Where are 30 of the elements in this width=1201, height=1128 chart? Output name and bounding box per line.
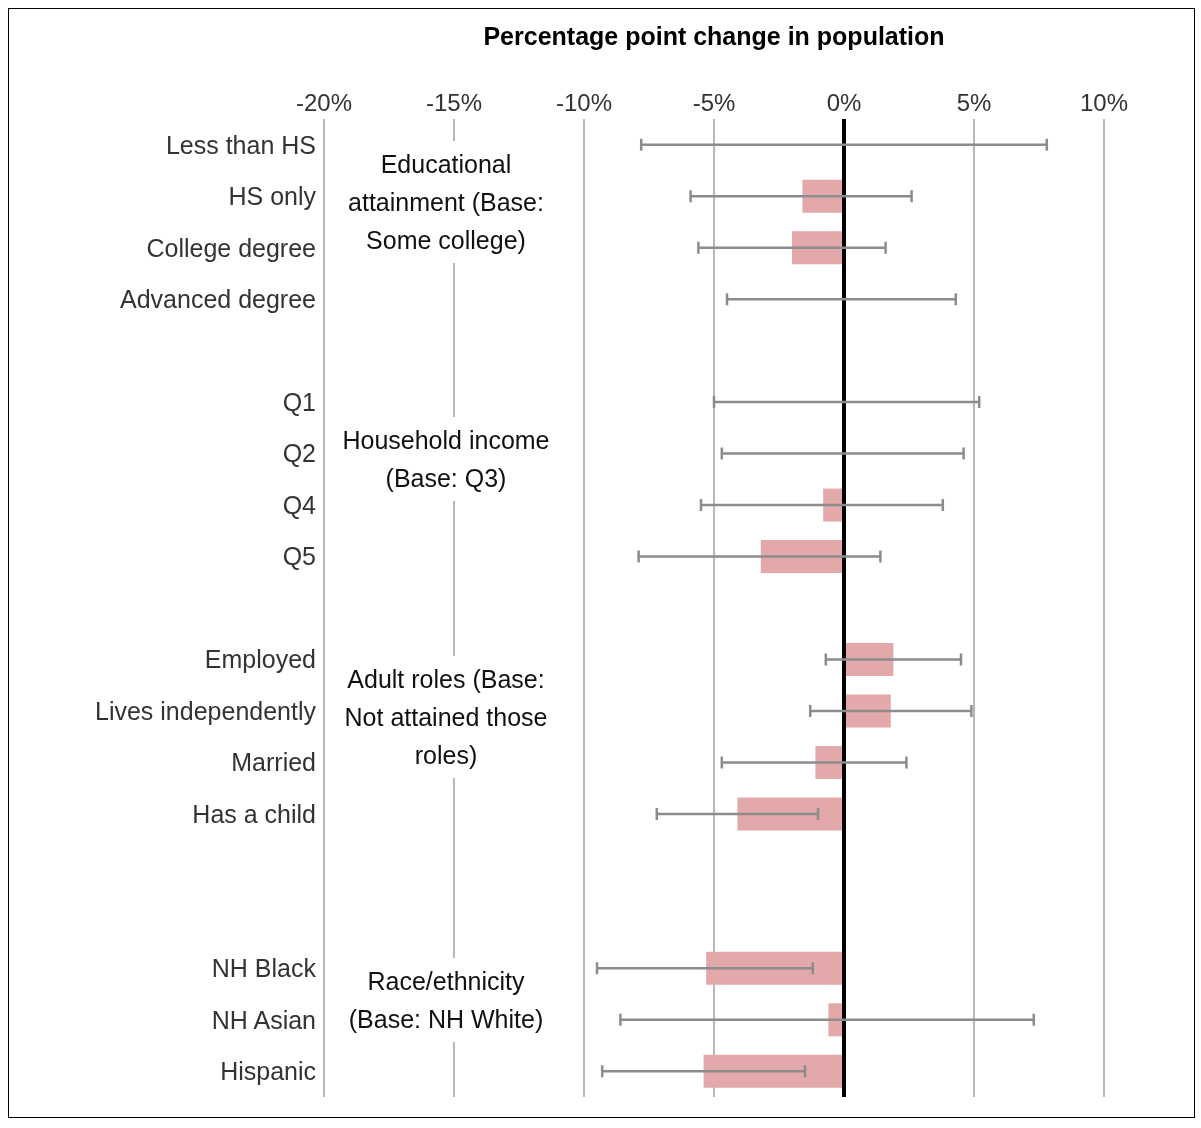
y-tick-label: Q4: [282, 490, 317, 519]
y-tick-label: Less than HS: [165, 130, 316, 159]
bar: [703, 1054, 844, 1088]
y-tick-label: Employed: [204, 645, 316, 674]
x-axis-title: Percentage point change in population: [483, 21, 945, 50]
bar: [706, 951, 844, 985]
y-tick-label: HS only: [228, 182, 317, 211]
y-tick-label: Advanced degree: [120, 285, 316, 314]
bar: [737, 797, 844, 831]
y-tick-label: Q1: [282, 387, 316, 416]
y-tick-label: NH Asian: [211, 1005, 316, 1034]
y-tick-label: Q2: [282, 439, 316, 468]
annotation: Adult roles (Base: Not attained those roles): [336, 655, 556, 778]
y-tick-label: Q5: [282, 542, 316, 571]
annotation: Race/ethnicity (Base: NH White): [336, 957, 556, 1042]
x-tick-label: 0%: [826, 89, 862, 116]
annotation: Educational attainment (Base: Some college): [336, 140, 556, 263]
x-tick-label: -15%: [425, 89, 483, 116]
y-tick-label: College degree: [146, 233, 316, 262]
y-tick-label: NH Black: [211, 954, 317, 983]
annotation: Household income (Base: Q3): [336, 417, 556, 502]
x-tick-label: 5%: [956, 89, 992, 116]
y-tick-label: Married: [231, 748, 316, 777]
x-tick-label: 10%: [1079, 89, 1129, 116]
y-tick-label: Lives independently: [95, 696, 317, 725]
x-tick-label: -5%: [692, 89, 736, 116]
x-tick-label: -10%: [555, 89, 613, 116]
y-tick-label: Hispanic: [220, 1057, 316, 1086]
x-tick-label: -20%: [295, 89, 353, 116]
y-tick-label: Has a child: [192, 799, 316, 828]
